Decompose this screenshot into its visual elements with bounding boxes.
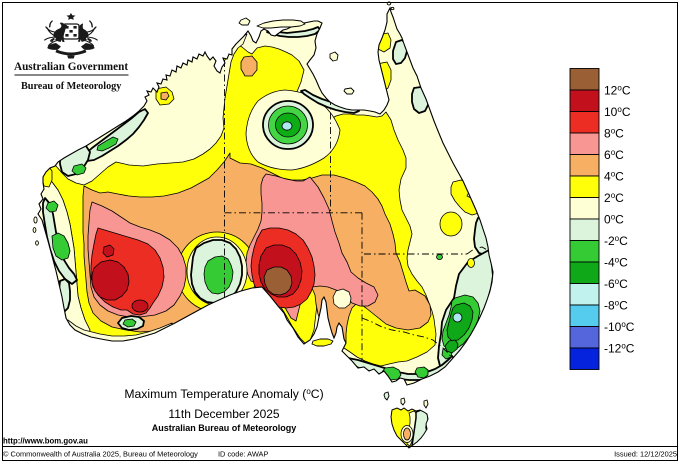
- svg-text:Bureau of Meteorology: Bureau of Meteorology: [21, 81, 121, 92]
- svg-text:11th December 2025: 11th December 2025: [168, 407, 280, 421]
- svg-text:-10oC: -10oC: [604, 320, 635, 334]
- svg-text:Australian Bureau of Meteorolo: Australian Bureau of Meteorology: [152, 423, 297, 433]
- svg-text:-6oC: -6oC: [604, 277, 628, 291]
- svg-text:6oC: 6oC: [604, 148, 624, 162]
- svg-text:Maximum Temperature Anomaly (o: Maximum Temperature Anomaly (oC): [124, 387, 323, 401]
- svg-text:Australian Government: Australian Government: [14, 61, 128, 73]
- svg-text:12oC: 12oC: [604, 84, 631, 98]
- svg-text:10oC: 10oC: [604, 105, 631, 119]
- svg-text:2oC: 2oC: [604, 191, 624, 205]
- svg-text:-8oC: -8oC: [604, 299, 628, 313]
- svg-text:http://www.bom.gov.au: http://www.bom.gov.au: [3, 437, 88, 446]
- svg-text:8oC: 8oC: [604, 127, 624, 141]
- svg-text:© Commonwealth of Australia 20: © Commonwealth of Australia 2025, Bureau…: [3, 450, 198, 459]
- svg-text:-2oC: -2oC: [604, 234, 628, 248]
- svg-text:ID code: AWAP: ID code: AWAP: [218, 450, 268, 459]
- svg-text:Issued: 12/12/2025: Issued: 12/12/2025: [614, 450, 677, 459]
- svg-text:4oC: 4oC: [604, 170, 624, 184]
- svg-text:-4oC: -4oC: [604, 256, 628, 270]
- svg-text:0oC: 0oC: [604, 213, 624, 227]
- svg-text:-12oC: -12oC: [604, 342, 635, 356]
